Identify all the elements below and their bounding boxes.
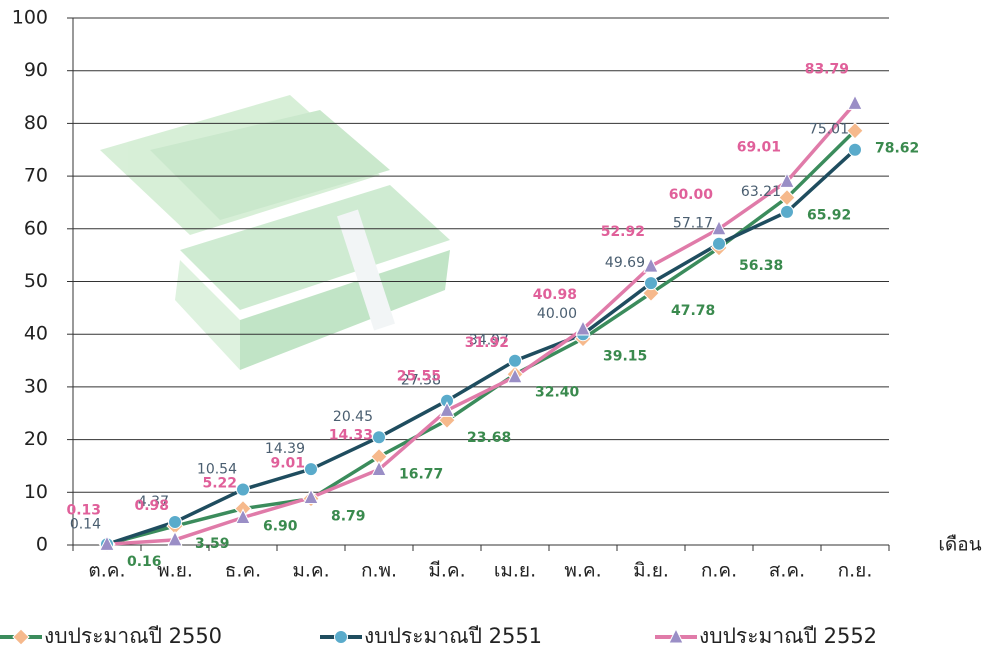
data-point bbox=[848, 142, 862, 157]
data-label: 40.00 bbox=[537, 306, 577, 322]
legend-label: งบประมาณปี 2551 bbox=[364, 624, 542, 648]
y-tick-label: 60 bbox=[24, 217, 48, 239]
data-label: 20.45 bbox=[333, 409, 373, 425]
data-label: 10.54 bbox=[197, 461, 237, 477]
data-label: 60.00 bbox=[669, 187, 714, 203]
data-point bbox=[642, 284, 660, 302]
data-point bbox=[371, 460, 387, 476]
data-label: 63.21 bbox=[741, 184, 781, 200]
data-label: 75.01 bbox=[809, 122, 849, 138]
data-label: 39.15 bbox=[603, 349, 647, 365]
data-label: 31.92 bbox=[465, 335, 509, 351]
data-point bbox=[779, 172, 795, 188]
data-point bbox=[507, 367, 523, 384]
data-label: 65.92 bbox=[807, 208, 851, 224]
data-point bbox=[508, 353, 522, 368]
data-label: 6.90 bbox=[263, 519, 298, 535]
data-label: 8.79 bbox=[331, 509, 366, 525]
data-point bbox=[168, 514, 182, 529]
data-point bbox=[372, 430, 386, 445]
data-label: 69.01 bbox=[737, 139, 781, 155]
data-point bbox=[236, 482, 250, 497]
data-label: 14.33 bbox=[329, 427, 373, 443]
data-label: 5.22 bbox=[202, 475, 237, 491]
data-point bbox=[847, 94, 863, 110]
y-tick-label: 30 bbox=[24, 375, 48, 397]
y-tick-label: 70 bbox=[24, 165, 48, 187]
data-point bbox=[643, 256, 659, 273]
x-tick-label: พ.ค. bbox=[564, 560, 601, 582]
series-line bbox=[106, 102, 857, 547]
x-axis-label: เดือน bbox=[938, 534, 981, 556]
data-label: 56.38 bbox=[739, 258, 783, 274]
data-point bbox=[235, 508, 251, 524]
data-label: 14.39 bbox=[265, 441, 305, 457]
x-tick-label: พ.ย. bbox=[157, 560, 193, 582]
data-label: 40.98 bbox=[533, 287, 577, 303]
x-tick-label: ธ.ค. bbox=[225, 560, 261, 582]
data-label: 9.01 bbox=[270, 456, 305, 472]
data-label: 83.79 bbox=[805, 61, 849, 77]
data-point bbox=[99, 535, 115, 551]
legend-marker bbox=[334, 630, 348, 644]
data-point bbox=[303, 488, 319, 505]
data-label: 34.97 bbox=[469, 333, 509, 349]
y-tick-label: 10 bbox=[24, 481, 48, 503]
x-tick-label: ก.พ. bbox=[361, 560, 397, 582]
y-tick-label: 90 bbox=[24, 59, 48, 81]
data-label: 23.68 bbox=[467, 430, 511, 446]
x-tick-label: เม.ย. bbox=[494, 560, 536, 582]
x-tick-label: ก.ย. bbox=[838, 560, 873, 582]
y-tick-label: 80 bbox=[24, 112, 48, 134]
y-tick-label: 20 bbox=[24, 428, 48, 450]
legend-label: งบประมาณปี 2552 bbox=[699, 624, 877, 648]
series-line bbox=[106, 148, 857, 546]
data-label: 25.55 bbox=[397, 368, 441, 384]
legend-marker bbox=[12, 628, 30, 646]
data-label: 0.98 bbox=[134, 498, 169, 514]
y-tick-label: 50 bbox=[24, 270, 48, 292]
x-tick-label: ก.ค. bbox=[701, 560, 737, 582]
data-point bbox=[712, 236, 726, 251]
y-tick-label: 40 bbox=[24, 323, 48, 345]
data-point bbox=[780, 204, 794, 219]
x-tick-label: ต.ค. bbox=[88, 560, 125, 582]
x-tick-label: ส.ค. bbox=[769, 560, 805, 582]
data-label: 57.17 bbox=[673, 216, 713, 232]
data-label: 3.59 bbox=[195, 536, 230, 552]
data-point bbox=[644, 276, 658, 291]
data-label: 16.77 bbox=[399, 467, 443, 483]
data-label: 4.37 bbox=[138, 494, 169, 510]
data-label: 0.13 bbox=[66, 502, 101, 518]
data-label: 0.16 bbox=[127, 554, 162, 570]
data-point bbox=[846, 121, 864, 140]
data-label: 49.69 bbox=[605, 255, 645, 271]
data-label: 52.92 bbox=[601, 224, 645, 240]
data-label: 32.40 bbox=[535, 384, 580, 400]
data-point bbox=[575, 319, 591, 336]
data-point bbox=[439, 401, 455, 417]
data-point bbox=[167, 530, 183, 547]
data-label: 47.78 bbox=[671, 303, 715, 319]
money-illustration bbox=[100, 95, 450, 370]
data-label: 78.62 bbox=[875, 141, 919, 157]
data-point bbox=[304, 462, 318, 477]
x-tick-label: มิ.ย. bbox=[633, 560, 669, 582]
x-tick-label: ม.ค. bbox=[292, 560, 329, 582]
legend-label: งบประมาณปี 2550 bbox=[44, 624, 222, 648]
x-tick-label: มี.ค. bbox=[428, 560, 465, 582]
data-label: 0.14 bbox=[70, 516, 101, 532]
y-tick-label: 100 bbox=[12, 7, 48, 29]
legend-marker bbox=[668, 627, 684, 644]
data-point bbox=[711, 219, 727, 236]
data-label: 27.38 bbox=[401, 373, 441, 389]
y-tick-label: 0 bbox=[36, 534, 48, 556]
